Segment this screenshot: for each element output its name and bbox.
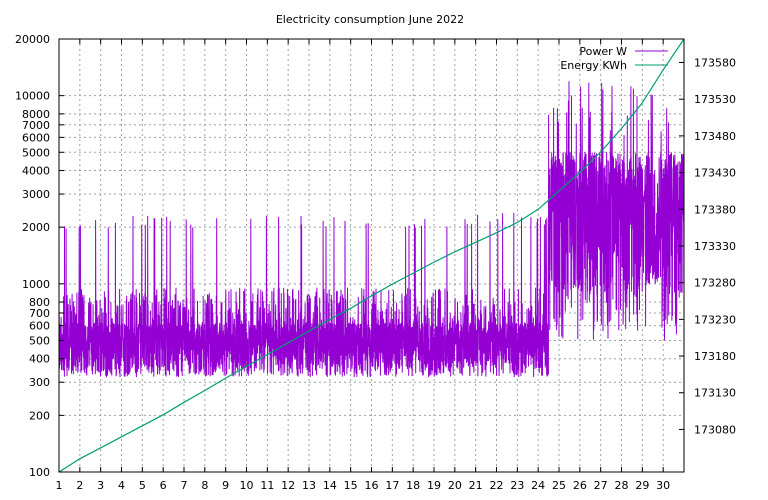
y2-tick-label: 173180: [694, 350, 736, 363]
x-tick-label: 8: [201, 479, 208, 492]
legend-label: Power W: [579, 45, 627, 58]
x-tick-label: 17: [385, 479, 399, 492]
y-tick-label: 4000: [22, 165, 50, 178]
y2-tick-label: 173580: [694, 56, 736, 69]
axes-layer: 1 2 3 4 5 6 7 8 9 10 11 12 13 14 15 16 17 18 19 20 21 22 23 24 2…: [15, 33, 736, 492]
y2-tick-label: 173130: [694, 387, 736, 400]
x-tick-label: 15: [344, 479, 358, 492]
x-tick-label: 3: [97, 479, 104, 492]
y2-tick-label: 173280: [694, 277, 736, 290]
x-tick-label: 13: [302, 479, 316, 492]
chart-title: Electricity consumption June 2022: [276, 13, 464, 26]
y2-tick-label: 173080: [694, 423, 736, 436]
x-tick-label: 28: [615, 479, 629, 492]
x-tick-label: 21: [469, 479, 483, 492]
y-tick-label: 300: [29, 376, 50, 389]
y2-tick-label: 173480: [694, 130, 736, 143]
x-tick-label: 4: [118, 479, 125, 492]
x-tick-label: 10: [240, 479, 254, 492]
series-energy-line: [58, 38, 685, 473]
series-layer: [58, 38, 685, 473]
y-tick-label: 20000: [15, 33, 50, 46]
y-tick-label: 2000: [22, 221, 50, 234]
x-tick-label: 5: [139, 479, 146, 492]
y2-tick-label: 173530: [694, 93, 736, 106]
y-tick-label: 400: [29, 353, 50, 366]
y-tick-label: 6000: [22, 131, 50, 144]
y2-tick-label: 173230: [694, 313, 736, 326]
y-tick-label: 8000: [22, 108, 50, 121]
y-tick-label: 7000: [22, 119, 50, 132]
x-tick-label: 30: [656, 479, 670, 492]
y2-tick-label: 173430: [694, 167, 736, 180]
y-tick-label: 3000: [22, 188, 50, 201]
x-tick-label: 6: [160, 479, 167, 492]
y-tick-label: 1000: [22, 278, 50, 291]
y-tick-label: 600: [29, 320, 50, 333]
x-tick-label: 29: [635, 479, 649, 492]
x-tick-label: 9: [222, 479, 229, 492]
x-tick-label: 20: [448, 479, 462, 492]
y-tick-label: 5000: [22, 146, 50, 159]
y-tick-label: 500: [29, 334, 50, 347]
x-tick-label: 18: [406, 479, 420, 492]
y-tick-label: 700: [29, 307, 50, 320]
x-tick-label: 16: [365, 479, 379, 492]
x-tick-label: 12: [281, 479, 295, 492]
legend-label: Energy KWh: [560, 59, 627, 72]
x-tick-label: 22: [490, 479, 504, 492]
y-tick-label: 100: [29, 466, 50, 479]
x-tick-label: 23: [510, 479, 524, 492]
x-tick-label: 2: [76, 479, 83, 492]
x-tick-label: 24: [531, 479, 545, 492]
y-tick-label: 200: [29, 409, 50, 422]
x-tick-label: 27: [594, 479, 608, 492]
y2-tick-label: 173330: [694, 240, 736, 253]
y-tick-label: 10000: [15, 90, 50, 103]
x-tick-label: 14: [323, 479, 337, 492]
x-tick-label: 26: [573, 479, 587, 492]
x-tick-label: 1: [56, 479, 63, 492]
x-tick-label: 25: [552, 479, 566, 492]
x-tick-label: 11: [260, 479, 274, 492]
x-tick-label: 7: [181, 479, 188, 492]
y-tick-label: 800: [29, 296, 50, 309]
series-power-line: [58, 81, 685, 378]
plot-border: [58, 38, 685, 473]
y2-tick-label: 173380: [694, 203, 736, 216]
x-tick-label: 19: [427, 479, 441, 492]
